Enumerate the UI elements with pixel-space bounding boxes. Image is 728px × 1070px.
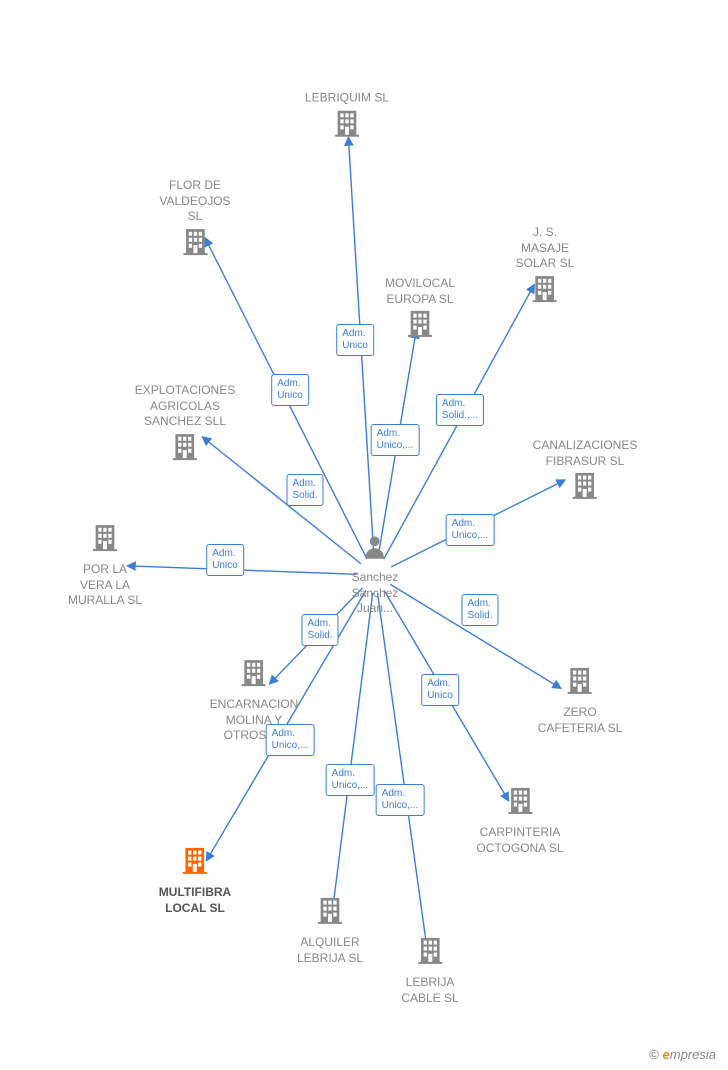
center-node-label: Sanchez Sanchez Juan... bbox=[352, 570, 399, 617]
edge-label: Adm. Solid. bbox=[461, 594, 498, 626]
building-icon bbox=[305, 106, 389, 143]
edge-label: Adm. Unico bbox=[336, 324, 374, 356]
company-node[interactable]: ENCARNACION MOLINA Y OTROS SL bbox=[210, 656, 299, 744]
building-icon bbox=[159, 225, 230, 262]
company-node[interactable]: CARPINTERIA OCTOGONA SL bbox=[476, 784, 563, 856]
building-icon bbox=[68, 521, 142, 558]
edge-line bbox=[333, 593, 373, 908]
edge-line bbox=[378, 330, 416, 558]
edge-label: Adm. Solid.,... bbox=[436, 394, 484, 426]
edge-line bbox=[348, 137, 374, 557]
edge-label: Adm. Unico,... bbox=[371, 424, 420, 456]
edge-line bbox=[384, 590, 509, 801]
building-icon bbox=[210, 656, 299, 693]
company-node-label: POR LA VERA LA MURALLA SL bbox=[68, 562, 142, 609]
company-node-label: ZERO CAFETERIA SL bbox=[538, 705, 623, 736]
building-icon bbox=[476, 784, 563, 821]
building-icon bbox=[135, 430, 235, 467]
edge-line bbox=[390, 584, 561, 688]
building-icon bbox=[533, 469, 638, 506]
company-node[interactable]: ALQUILER LEBRIJA SL bbox=[297, 894, 363, 966]
building-icon bbox=[297, 894, 363, 931]
company-node[interactable]: FLOR DE VALDEOJOS SL bbox=[159, 174, 230, 262]
company-node[interactable]: EXPLOTACIONES AGRICOLAS SANCHEZ SLL bbox=[135, 379, 235, 467]
company-node[interactable]: LEBRIQUIM SL bbox=[305, 87, 389, 144]
edge-label: Adm. Unico bbox=[271, 374, 309, 406]
company-node-label: LEBRIQUIM SL bbox=[305, 91, 389, 107]
company-node[interactable]: MULTIFIBRA LOCAL SL bbox=[159, 844, 231, 916]
building-icon bbox=[385, 307, 455, 344]
building-icon bbox=[538, 664, 623, 701]
company-node-label: ENCARNACION MOLINA Y OTROS SL bbox=[210, 697, 299, 744]
company-node-label: ALQUILER LEBRIJA SL bbox=[297, 935, 363, 966]
company-node[interactable]: CANALIZACIONES FIBRASUR SL bbox=[533, 434, 638, 506]
footer-credit: © empresia bbox=[649, 1047, 716, 1062]
company-node-label: MOVILOCAL EUROPA SL bbox=[385, 276, 455, 307]
company-node-label: MULTIFIBRA LOCAL SL bbox=[159, 885, 231, 916]
edge-line bbox=[377, 593, 426, 948]
edge-label: Adm. Unico,... bbox=[376, 784, 425, 816]
copyright-symbol: © bbox=[649, 1047, 659, 1062]
edge-label: Adm. Unico,... bbox=[326, 764, 375, 796]
company-node-label: EXPLOTACIONES AGRICOLAS SANCHEZ SLL bbox=[135, 383, 235, 430]
person-icon bbox=[352, 533, 399, 566]
company-node[interactable]: MOVILOCAL EUROPA SL bbox=[385, 272, 455, 344]
edge-label: Adm. Solid. bbox=[301, 614, 338, 646]
edge-label: Adm. Solid. bbox=[286, 474, 323, 506]
edge-label: Adm. Unico,... bbox=[446, 514, 495, 546]
company-node-label: FLOR DE VALDEOJOS SL bbox=[159, 178, 230, 225]
edge-label: Adm. Unico bbox=[206, 544, 244, 576]
edge-label: Adm. Unico bbox=[421, 674, 459, 706]
company-node[interactable]: ZERO CAFETERIA SL bbox=[538, 664, 623, 736]
company-node[interactable]: POR LA VERA LA MURALLA SL bbox=[68, 521, 142, 609]
center-person-node[interactable]: Sanchez Sanchez Juan... bbox=[352, 533, 399, 617]
company-node-label: LEBRIJA CABLE SL bbox=[401, 975, 458, 1006]
building-icon bbox=[401, 934, 458, 971]
edge-line bbox=[127, 566, 357, 575]
company-node-label: CANALIZACIONES FIBRASUR SL bbox=[533, 438, 638, 469]
building-icon bbox=[159, 844, 231, 881]
building-icon bbox=[516, 272, 575, 309]
company-node[interactable]: J. S. MASAJE SOLAR SL bbox=[516, 221, 575, 309]
brand-rest: mpresia bbox=[670, 1047, 716, 1062]
company-node[interactable]: LEBRIJA CABLE SL bbox=[401, 934, 458, 1006]
network-diagram: Sanchez Sanchez Juan... LEBRIQUIM SL FLOR… bbox=[0, 0, 728, 1070]
brand-e: e bbox=[663, 1047, 670, 1062]
company-node-label: CARPINTERIA OCTOGONA SL bbox=[476, 825, 563, 856]
company-node-label: J. S. MASAJE SOLAR SL bbox=[516, 225, 575, 272]
